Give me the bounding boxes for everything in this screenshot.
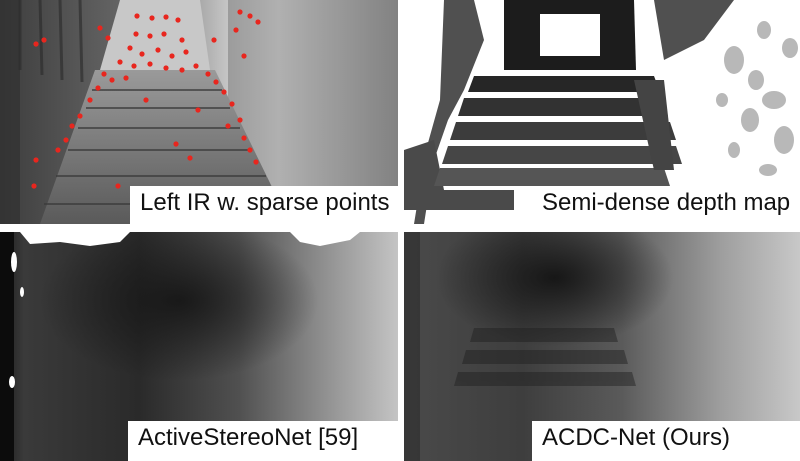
panel-acdc-net: ACDC-Net (Ours) — [404, 232, 800, 461]
caption-activestereonet: ActiveStereoNet [59] — [128, 421, 398, 461]
panel-semi-dense: Semi-dense depth map — [404, 0, 800, 224]
caption-acdc-net: ACDC-Net (Ours) — [532, 421, 800, 461]
ir-image — [0, 0, 398, 224]
caption-semi-dense: Semi-dense depth map — [532, 186, 800, 224]
panel-activestereonet: ActiveStereoNet [59] — [0, 232, 398, 461]
sparse-points — [31, 9, 261, 189]
caption-left-ir: Left IR w. sparse points — [130, 186, 398, 224]
panel-left-ir: Left IR w. sparse points — [0, 0, 398, 224]
